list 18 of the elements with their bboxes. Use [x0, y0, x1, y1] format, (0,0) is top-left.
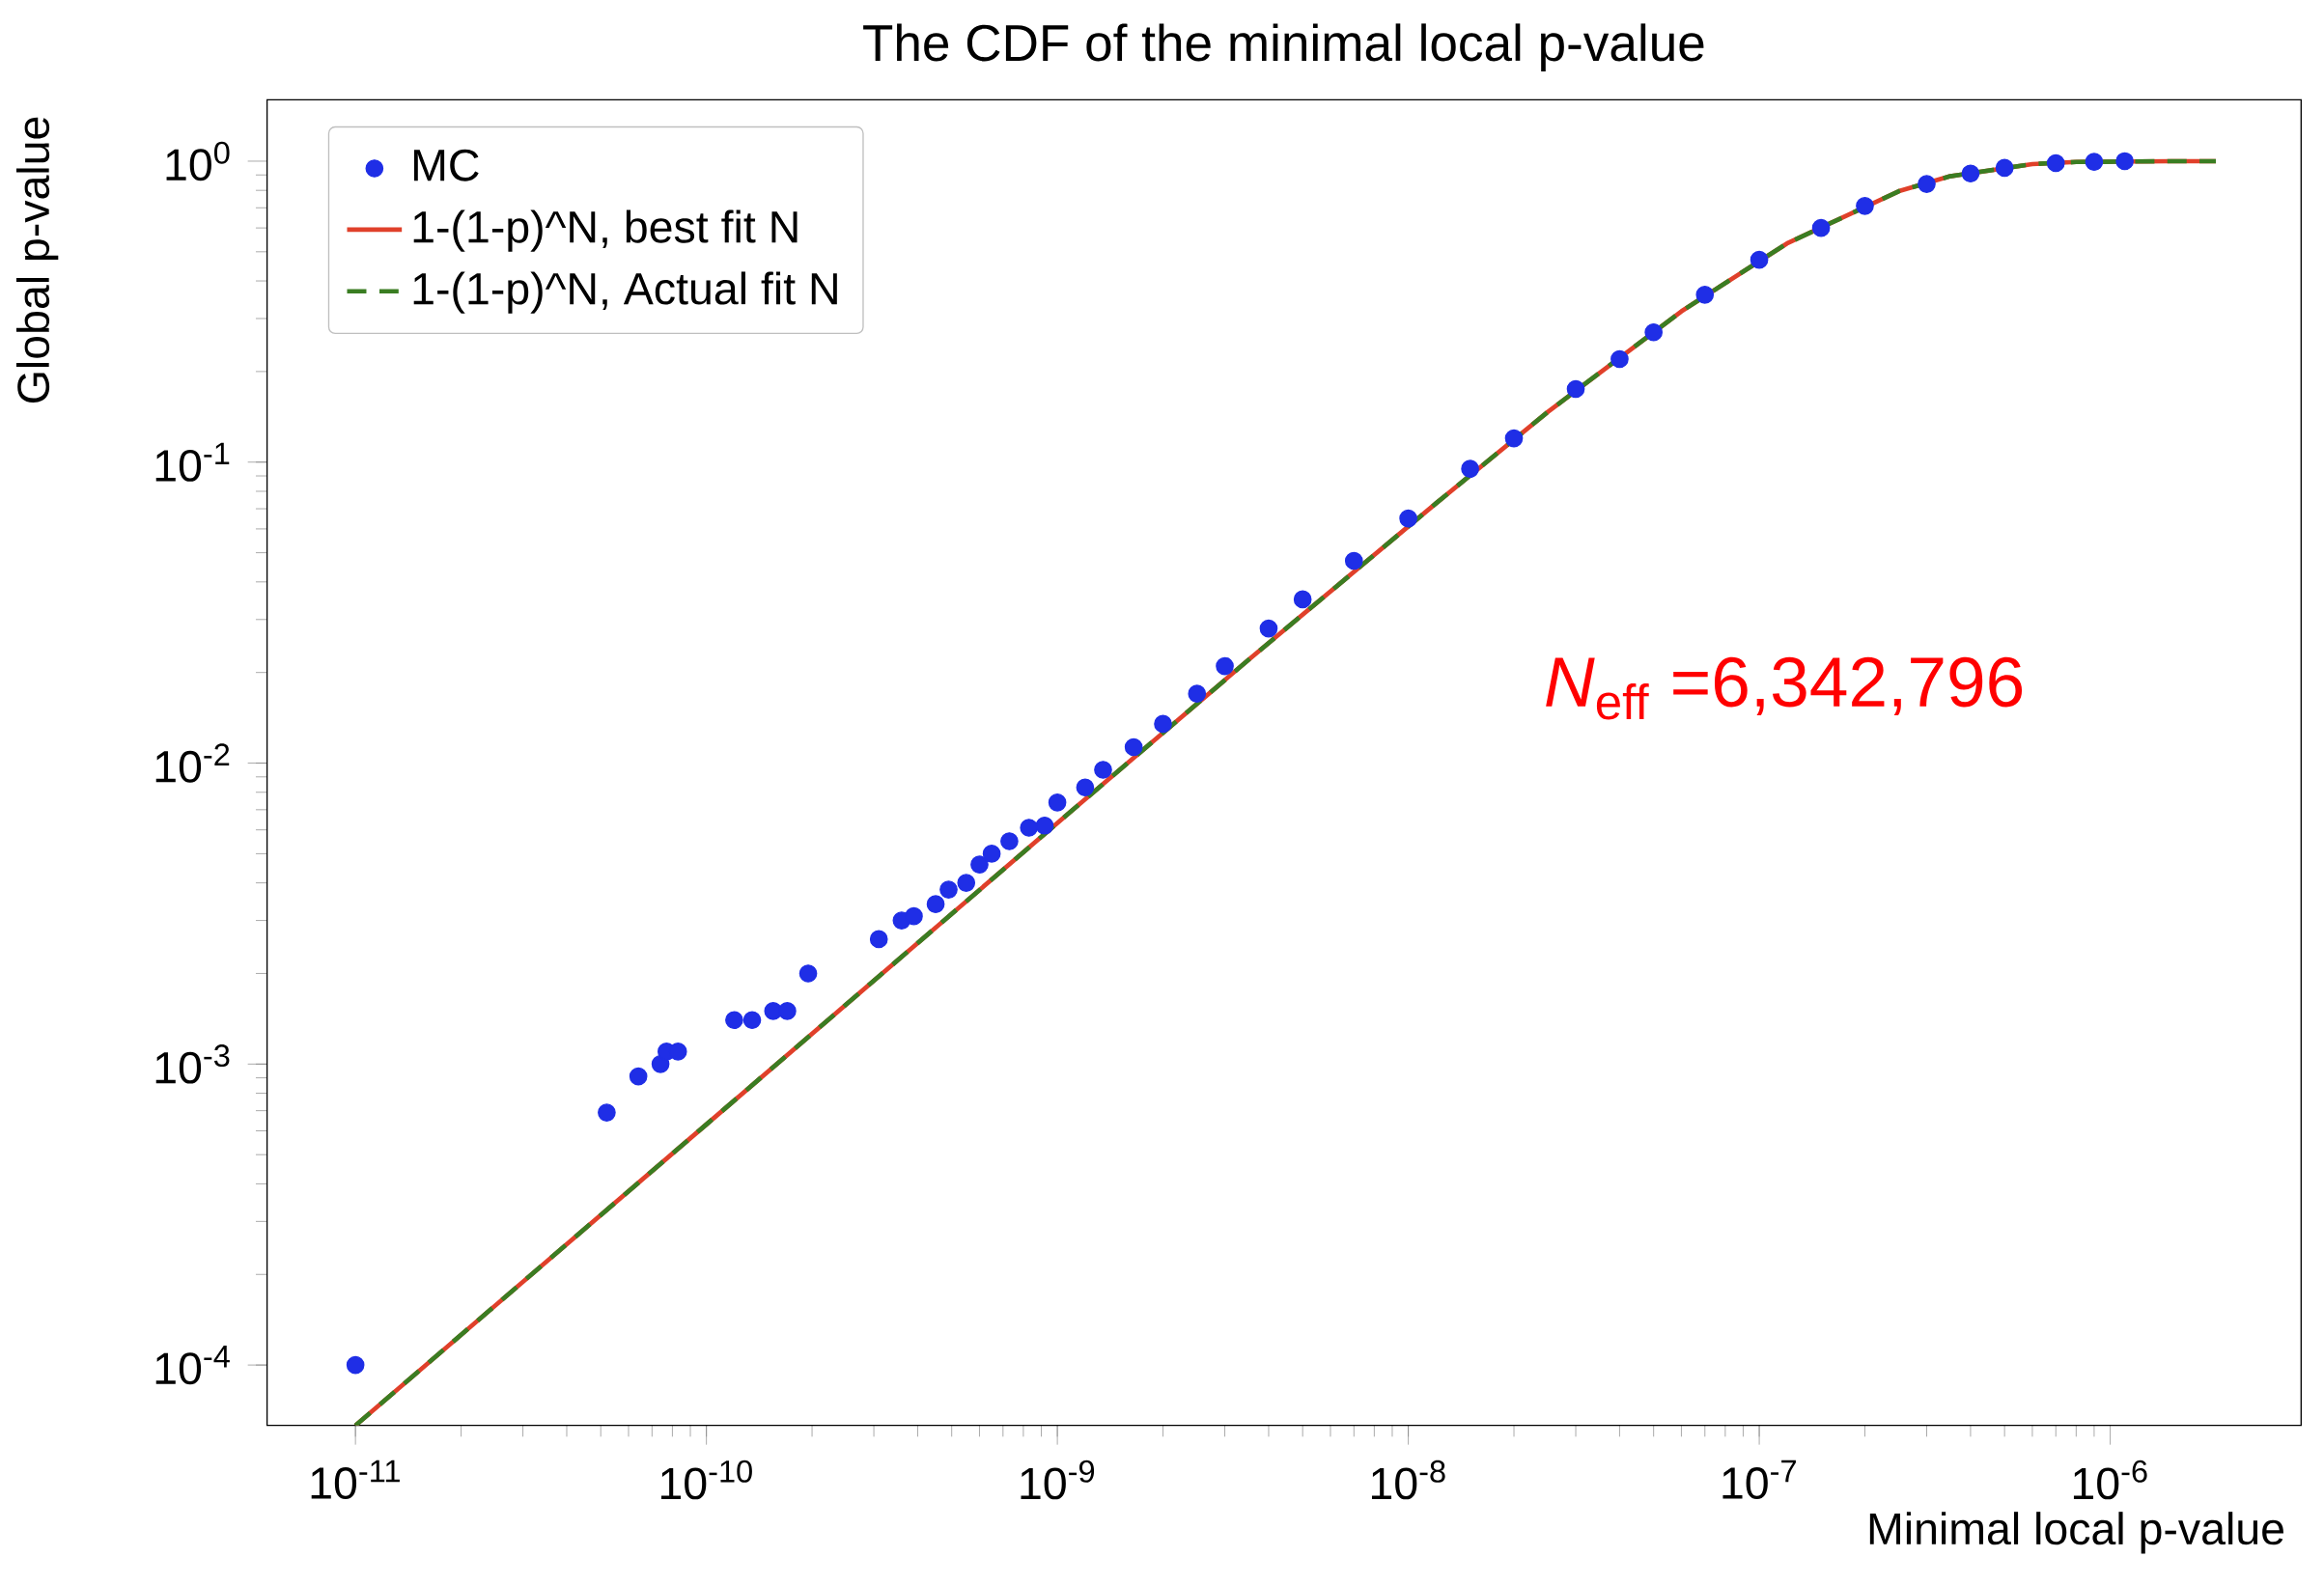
y-tick-label: 10$^{-4}$: [155, 1346, 230, 1385]
x-tick-label: 10$^{-10}$: [660, 1460, 752, 1500]
x-tick-label: 10$^{-11}$: [311, 1460, 400, 1500]
y-tick-label: 10$^{-1}$: [155, 442, 230, 482]
legend-label: 1-(1-p)^N, Actual fit N: [413, 271, 837, 314]
y-tick-label: 10$^{0}$: [166, 141, 230, 181]
x-tick-label: 10$^{-6}$: [2073, 1460, 2147, 1500]
x-tick-label: 10$^{-8}$: [1371, 1460, 1445, 1500]
y-axis-title: Global p-value: [15, 117, 59, 403]
chart-title: The CDF of the minimal local p-value: [863, 23, 1704, 71]
legend-label: MC: [413, 149, 479, 181]
x-tick-label: 10$^{-9}$: [1021, 1460, 1095, 1500]
legend-label: 1-(1-p)^N, best fit N: [413, 209, 798, 252]
x-tick-label: 10$^{-7}$: [1722, 1460, 1796, 1500]
y-tick-label: 10$^{-3}$: [155, 1044, 230, 1084]
x-axis-title: Minimal local p-value: [1869, 1512, 2283, 1554]
annotation: N$_{eff}$ =6,342,796: [1546, 656, 2023, 720]
y-tick-label: 10$^{-2}$: [155, 743, 230, 783]
